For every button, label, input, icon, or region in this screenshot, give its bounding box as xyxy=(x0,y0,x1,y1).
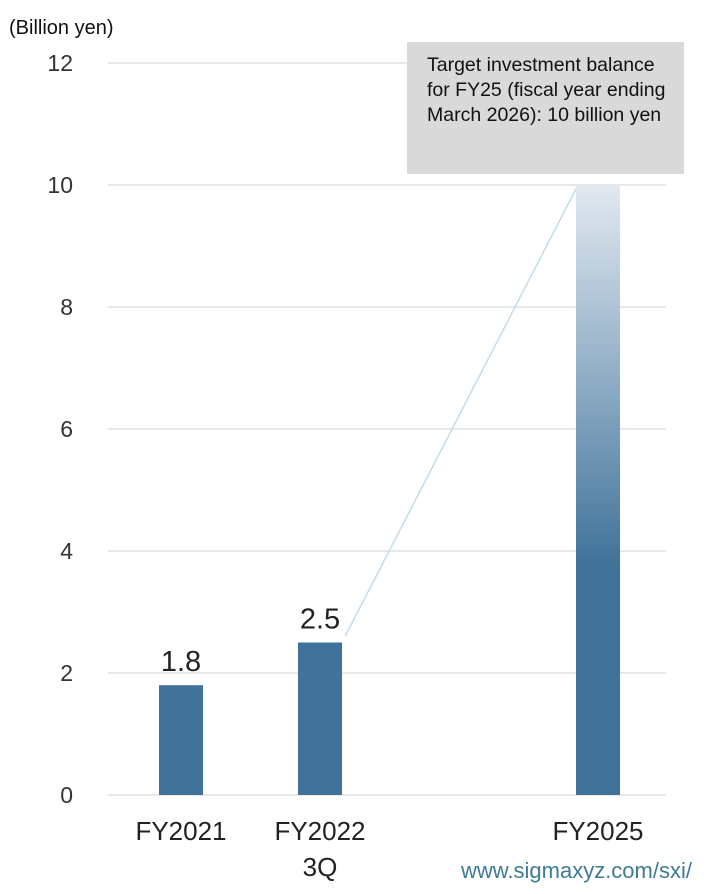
x-category-label: FY2022 xyxy=(274,816,365,846)
connector-line xyxy=(344,184,579,637)
y-tick-label: 2 xyxy=(60,660,73,686)
x-category-label: FY2021 xyxy=(135,816,226,846)
y-tick-label: 8 xyxy=(60,294,73,320)
unit-label: (Billion yen) xyxy=(9,17,113,39)
y-tick-label: 12 xyxy=(47,50,73,76)
source-link[interactable]: www.sigmaxyz.com/sxi/ xyxy=(460,858,692,883)
y-tick-label: 0 xyxy=(60,782,73,808)
y-tick-label: 4 xyxy=(60,538,73,564)
target-annotation: Target investment balance for FY25 (fisc… xyxy=(407,42,684,174)
bar xyxy=(159,685,203,795)
bar xyxy=(298,642,342,795)
x-category-sublabel: 3Q xyxy=(303,852,338,882)
y-tick-label: 6 xyxy=(60,416,73,442)
x-category-label: FY2025 xyxy=(552,816,643,846)
y-tick-label: 10 xyxy=(47,172,73,198)
target-bar xyxy=(576,185,620,795)
data-label: 1.8 xyxy=(161,646,201,678)
data-label: 2.5 xyxy=(300,604,340,636)
